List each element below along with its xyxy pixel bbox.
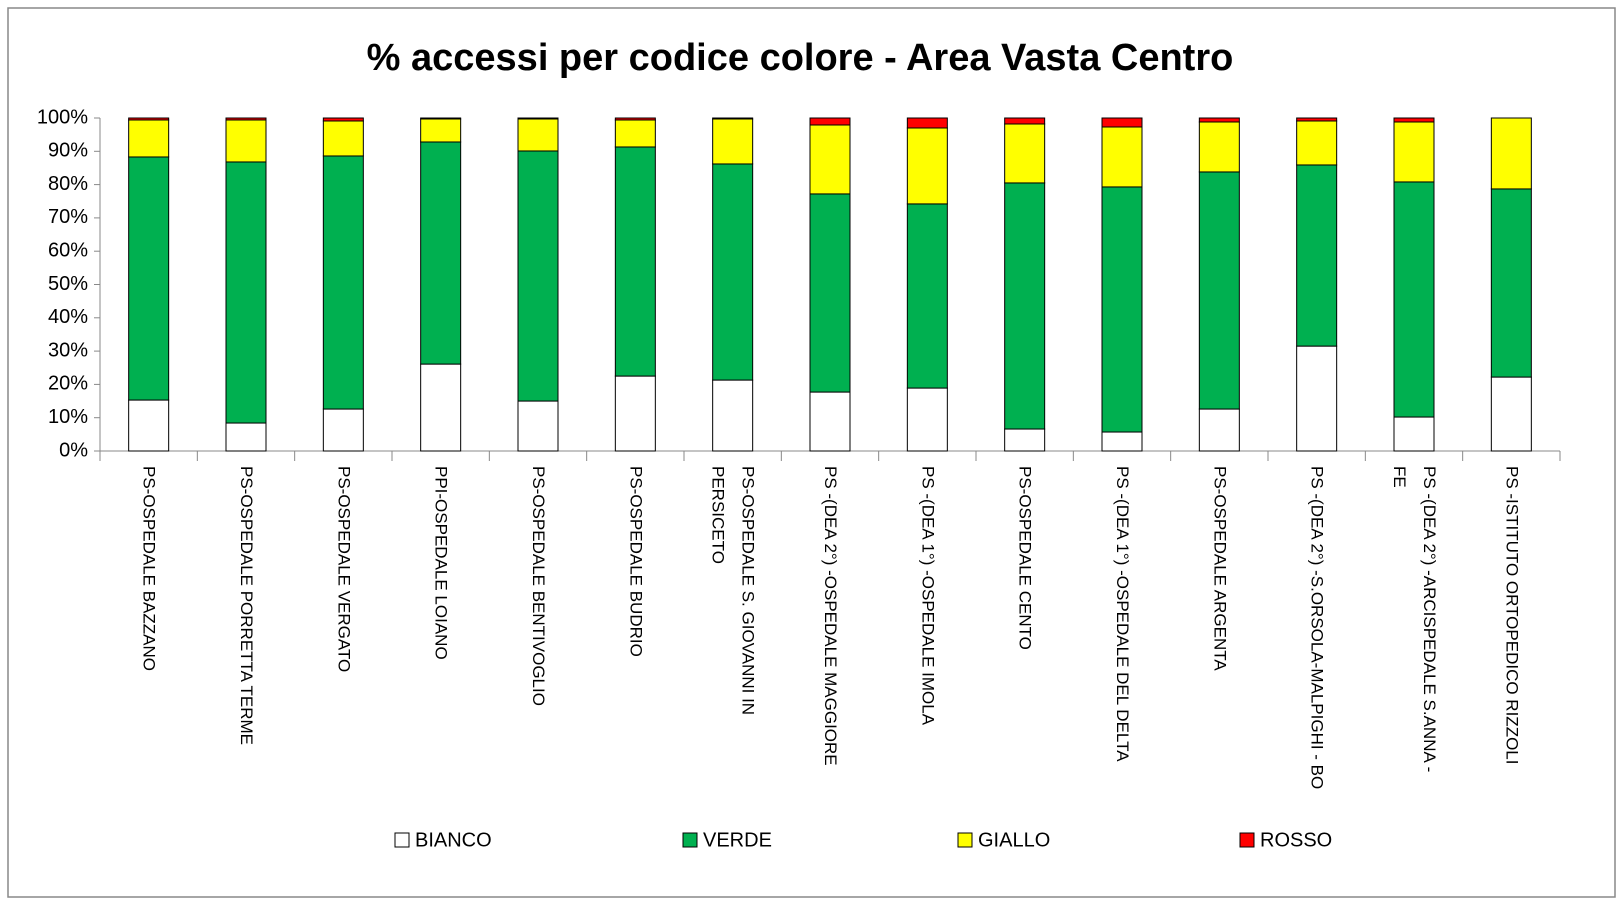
bar-segment bbox=[614, 119, 656, 148]
bar-segment bbox=[420, 117, 462, 120]
x-tick-label: PS -(DEA 2°) -S.ORSOLA-MALPIGHI - BO bbox=[1307, 466, 1327, 790]
x-tick-label: PS-OSPEDALE VERGATO bbox=[334, 466, 354, 673]
bar-segment bbox=[322, 120, 364, 157]
x-tick-label: PS-OSPEDALE BUDRIO bbox=[626, 466, 646, 657]
legend-label: GIALLO bbox=[978, 829, 1050, 851]
x-tick-label: PS -(DEA 1°) -OSPEDALE DEL DELTA bbox=[1113, 466, 1132, 762]
bar-segment bbox=[1296, 120, 1338, 166]
bar-segment bbox=[1198, 171, 1240, 410]
bar-segment bbox=[809, 193, 851, 393]
y-tick-label: 30% bbox=[48, 339, 88, 361]
bar-segment bbox=[1004, 182, 1046, 430]
bar-segment bbox=[225, 161, 267, 424]
bar-segment bbox=[809, 117, 851, 126]
x-tick-label: PS-OSPEDALE S. GIOVANNI IN PERSICETO bbox=[708, 466, 758, 716]
bar-segment bbox=[712, 118, 754, 165]
legend-swatch bbox=[957, 832, 973, 848]
bar-segment bbox=[420, 118, 462, 143]
y-tick-label: 80% bbox=[48, 173, 88, 195]
y-tick-label: 10% bbox=[48, 406, 88, 428]
bar-segment bbox=[225, 422, 267, 452]
bar-segment bbox=[128, 117, 170, 121]
x-tick-label: PS-OSPEDALE CENTO bbox=[1015, 466, 1035, 650]
bar-segment bbox=[1004, 428, 1046, 452]
y-tick-label: 70% bbox=[48, 206, 88, 228]
bar-segment bbox=[712, 163, 754, 381]
bar-segment bbox=[712, 117, 754, 120]
bar-segment bbox=[1490, 117, 1532, 190]
bar-segment bbox=[712, 379, 754, 452]
bar-segment bbox=[809, 124, 851, 195]
bar-segment bbox=[1393, 121, 1435, 183]
y-tick-label: 40% bbox=[48, 306, 88, 328]
bar-segment bbox=[517, 400, 559, 452]
x-tick-label: PPI-OSPEDALE LOIANO bbox=[431, 466, 451, 660]
legend-label: BIANCO bbox=[415, 829, 492, 851]
bar-segment bbox=[906, 203, 948, 389]
chart-title: % accessi per codice colore - Area Vasta… bbox=[367, 37, 1234, 79]
bar-segment bbox=[322, 408, 364, 452]
bar-segment bbox=[1198, 117, 1240, 123]
y-tick-label: 50% bbox=[48, 273, 88, 295]
bar-segment bbox=[128, 156, 170, 401]
legend-swatch bbox=[394, 832, 410, 848]
y-tick-label: 60% bbox=[48, 239, 88, 261]
bar-segment bbox=[420, 363, 462, 452]
bar-segment bbox=[322, 155, 364, 410]
bar-segment bbox=[1004, 123, 1046, 184]
legend-swatch bbox=[1239, 832, 1255, 848]
y-tick-label: 100% bbox=[37, 106, 88, 128]
bar-segment bbox=[614, 117, 656, 121]
bar-segment bbox=[1198, 121, 1240, 173]
bar-segment bbox=[322, 117, 364, 122]
x-tick-label: PS-OSPEDALE ARGENTA bbox=[1210, 466, 1230, 671]
bar-segment bbox=[128, 119, 170, 158]
bar-segment bbox=[1490, 188, 1532, 378]
x-tick-label: PS-OSPEDALE PORRETTA TERME bbox=[237, 466, 256, 745]
bar-segment bbox=[1296, 117, 1338, 122]
bar-segment bbox=[128, 399, 170, 452]
bar-segment bbox=[1101, 431, 1143, 452]
x-tick-label: PS-OSPEDALE BENTIVOGLIO bbox=[529, 466, 548, 706]
y-tick-label: 0% bbox=[59, 439, 88, 461]
bar-segment bbox=[614, 375, 656, 452]
bar-segment bbox=[225, 119, 267, 163]
y-tick-label: 20% bbox=[48, 373, 88, 395]
bar-segment bbox=[906, 117, 948, 129]
bar-segment bbox=[1101, 186, 1143, 433]
x-tick-label: PS -(DEA 1°) -OSPEDALE IMOLA bbox=[918, 466, 938, 726]
x-tick-label: PS -(DEA 2°) -ARCISPEDALE S.ANNA - FE bbox=[1390, 466, 1439, 773]
bar-segment bbox=[906, 387, 948, 452]
bar-segment bbox=[1198, 408, 1240, 452]
bar-segment bbox=[1004, 117, 1046, 125]
bar-segment bbox=[1101, 126, 1143, 188]
x-tick-label: PS -ISTITUTO ORTOPEDICO RIZZOLI bbox=[1502, 466, 1522, 765]
bar-segment bbox=[420, 141, 462, 365]
bar-segment bbox=[1490, 376, 1532, 452]
bar-segment bbox=[517, 118, 559, 152]
bar-segment bbox=[809, 391, 851, 452]
x-tick-label: PS-OSPEDALE BAZZANO bbox=[139, 466, 159, 671]
bar-segment bbox=[517, 117, 559, 120]
y-tick-label: 90% bbox=[48, 140, 88, 162]
bar-segment bbox=[906, 127, 948, 205]
legend-swatch bbox=[682, 832, 698, 848]
bar-segment bbox=[1393, 181, 1435, 418]
bar-segment bbox=[517, 150, 559, 402]
legend-label: ROSSO bbox=[1260, 829, 1332, 851]
bar-segment bbox=[1393, 117, 1435, 123]
bar-segment bbox=[1101, 117, 1143, 128]
legend-label: VERDE bbox=[703, 829, 772, 851]
bar-segment bbox=[1296, 345, 1338, 452]
bar-segment bbox=[225, 117, 267, 121]
bar-segment bbox=[1393, 416, 1435, 452]
bar-segment bbox=[1296, 164, 1338, 347]
bar-segment bbox=[614, 146, 656, 377]
x-tick-label: PS -(DEA 2°) -OSPEDALE MAGGIORE bbox=[821, 466, 840, 766]
